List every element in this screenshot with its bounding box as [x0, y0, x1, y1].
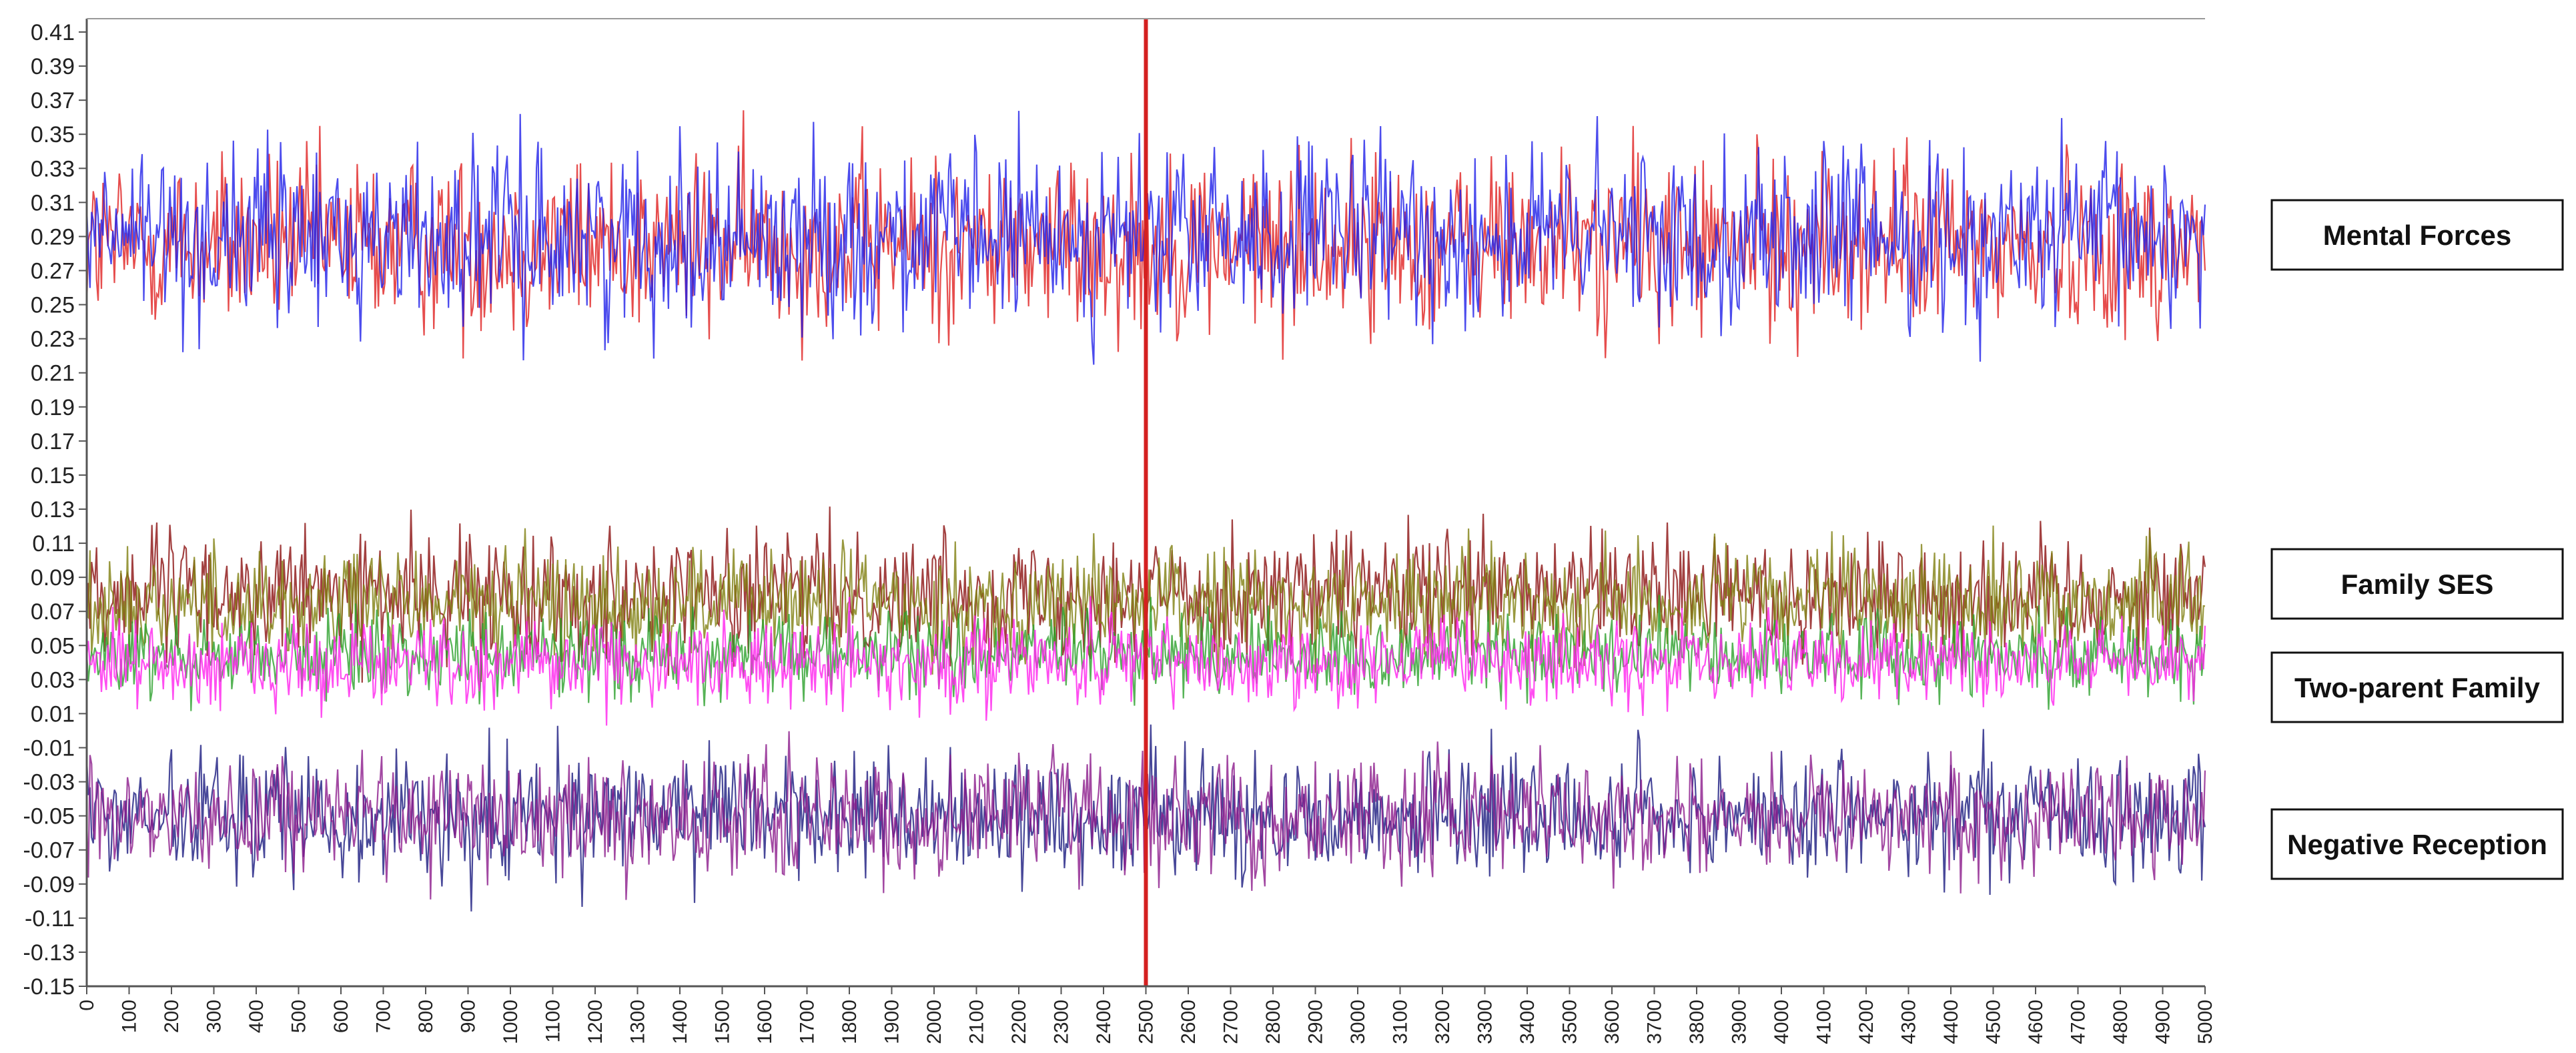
- x-tick-label: 2600: [1178, 1000, 1200, 1044]
- y-tick-label: -0.03: [23, 770, 75, 795]
- y-tick-label: -0.07: [23, 838, 75, 863]
- x-tick-label: 3700: [1644, 1000, 1666, 1044]
- y-tick-label: -0.01: [23, 736, 75, 761]
- x-tick-label: 2100: [966, 1000, 988, 1044]
- x-tick-label: 1800: [839, 1000, 861, 1044]
- y-tick-label: 0.27: [31, 259, 75, 284]
- x-tick-label: 4900: [2152, 1000, 2174, 1044]
- y-tick-label: 0.15: [31, 463, 75, 488]
- x-tick-label: 500: [288, 1000, 310, 1033]
- x-tick-label: 3300: [1474, 1000, 1496, 1044]
- x-tick-label: 4700: [2068, 1000, 2090, 1044]
- x-tick-label: 400: [246, 1000, 268, 1033]
- y-tick-label: 0.25: [31, 293, 75, 318]
- x-tick-label: 3000: [1347, 1000, 1369, 1044]
- x-tick-label: 3200: [1432, 1000, 1454, 1044]
- legend: Mental Forces Family SES Two-parent Family…: [2270, 199, 2564, 880]
- x-tick-label: 700: [373, 1000, 395, 1033]
- x-tick-label: 2900: [1305, 1000, 1327, 1044]
- y-tick-label: 0.29: [31, 224, 75, 250]
- x-tick-label: 0: [76, 1000, 98, 1011]
- y-tick-label: -0.13: [23, 940, 75, 966]
- legend-item: Mental Forces: [2270, 199, 2564, 271]
- y-tick-label: -0.11: [25, 906, 75, 932]
- x-tick-label: 4600: [2025, 1000, 2047, 1044]
- legend-box: [2270, 808, 2564, 880]
- x-tick-label: 3800: [1686, 1000, 1708, 1044]
- x-tick-labels: 0 100 200 300 400 500 600 700 800 900 1000 1100 1200…: [76, 1000, 2216, 1044]
- x-tick-label: 4800: [2110, 1000, 2132, 1044]
- x-tick-label: 1000: [500, 1000, 522, 1044]
- x-tick-label: 1300: [627, 1000, 649, 1044]
- x-tick-label: 2200: [1008, 1000, 1030, 1044]
- legend-box: [2270, 651, 2564, 723]
- x-tick-label: 3400: [1517, 1000, 1539, 1044]
- y-tick-label: 0.07: [31, 599, 75, 625]
- x-tick-label: 3100: [1390, 1000, 1412, 1044]
- legend-box: [2270, 548, 2564, 620]
- x-tick-label: 2500: [1136, 1000, 1158, 1044]
- x-tick-label: 1500: [712, 1000, 734, 1044]
- x-tick-label: 2300: [1051, 1000, 1073, 1044]
- y-tick-label: 0.11: [32, 531, 75, 557]
- legend-label: Family SES: [2341, 569, 2494, 600]
- legend-label: Two-parent Family: [2294, 672, 2541, 703]
- y-tick-label: -0.15: [23, 974, 75, 1000]
- y-tick-label: 0.13: [31, 497, 75, 522]
- y-tick-label: 0.35: [31, 122, 75, 147]
- y-tick-label: -0.09: [23, 872, 75, 898]
- y-tick-label: 0.05: [31, 633, 75, 659]
- x-tick-label: 4000: [1771, 1000, 1793, 1044]
- y-tick-label: 0.33: [31, 156, 75, 182]
- x-tick-label: 4200: [1855, 1000, 1877, 1044]
- legend-box: [2270, 199, 2564, 271]
- x-tick-label: 300: [203, 1000, 226, 1033]
- x-tick-label: 1400: [669, 1000, 691, 1044]
- x-tick-label: 1100: [542, 1000, 564, 1043]
- x-tick-label: 5000: [2194, 1000, 2216, 1044]
- x-tick-label: 4100: [1813, 1000, 1835, 1044]
- x-tick-label: 200: [161, 1000, 183, 1033]
- x-tick-label: 2000: [923, 1000, 945, 1044]
- legend-label: Mental Forces: [2323, 220, 2511, 251]
- x-tick-label: 3600: [1601, 1000, 1623, 1044]
- legend-item: Two-parent Family: [2270, 651, 2564, 723]
- x-tick-label: 100: [119, 1000, 141, 1033]
- y-tick-label: 0.09: [31, 565, 75, 591]
- y-tick-label: 0.19: [31, 395, 75, 420]
- y-tick-label: 0.23: [31, 327, 75, 352]
- x-tick-label: 2700: [1220, 1000, 1242, 1044]
- y-tick-label: 0.41: [31, 20, 75, 45]
- x-tick-label: 1200: [584, 1000, 606, 1044]
- legend-item: Negative Reception: [2270, 808, 2564, 880]
- x-tick-label: 1700: [797, 1000, 819, 1044]
- y-tick-label: 0.03: [31, 667, 75, 693]
- legend-label: Negative Reception: [2287, 829, 2547, 860]
- y-tick-label: 0.37: [31, 88, 75, 113]
- x-tick-label: 3500: [1559, 1000, 1581, 1044]
- y-tick-label: 0.31: [31, 190, 75, 216]
- x-tick-label: 2400: [1093, 1000, 1115, 1044]
- x-tick-label: 4500: [1983, 1000, 2005, 1044]
- x-tick-label: 800: [415, 1000, 437, 1033]
- x-tick-label: 1900: [881, 1000, 903, 1044]
- y-tick-label: 0.39: [31, 54, 75, 79]
- x-tick-label: 2800: [1262, 1000, 1284, 1044]
- legend-item: Family SES: [2270, 548, 2564, 620]
- x-tick-label: 3900: [1729, 1000, 1751, 1044]
- y-tick-label: 0.01: [31, 701, 75, 727]
- x-tick-label: 900: [458, 1000, 480, 1033]
- x-tick-label: 4300: [1898, 1000, 1920, 1044]
- x-tick-label: 4400: [1940, 1000, 1962, 1044]
- x-tick-label: 1600: [754, 1000, 776, 1044]
- y-tick-label: -0.05: [23, 804, 75, 829]
- y-tick-label: 0.17: [31, 429, 75, 454]
- axes: [79, 18, 2206, 994]
- y-tick-labels: 0.41 0.39 0.37 0.35 0.33 0.31 0.29 0.27 0.25 0.23…: [23, 20, 75, 1000]
- y-tick-label: 0.21: [31, 361, 75, 386]
- x-tick-label: 600: [330, 1000, 352, 1033]
